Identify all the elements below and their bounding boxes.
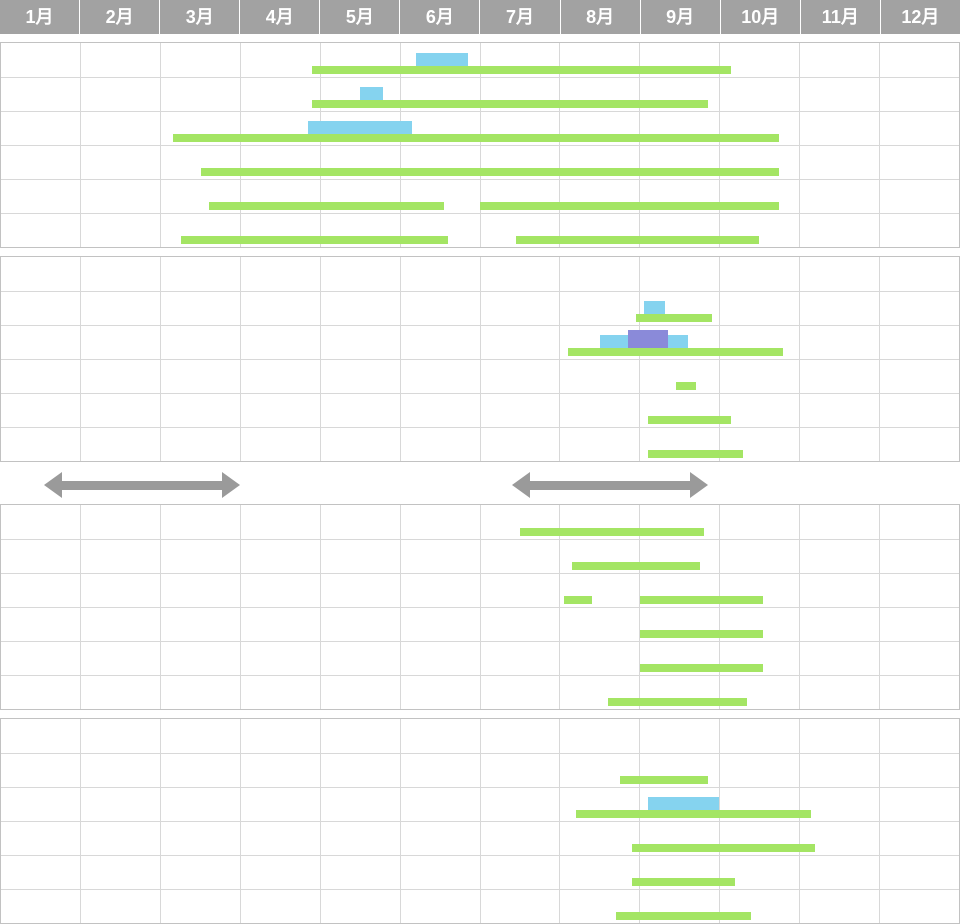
gantt-bar xyxy=(308,121,412,134)
gantt-bar xyxy=(201,168,780,176)
gantt-row xyxy=(1,719,959,753)
gantt-row xyxy=(1,573,959,607)
gantt-bar xyxy=(608,698,748,706)
gantt-row xyxy=(1,325,959,359)
gantt-row xyxy=(1,111,959,145)
gantt-row xyxy=(1,213,959,247)
gantt-bar xyxy=(181,236,448,244)
gantt-row xyxy=(1,359,959,393)
month-header-cell: 12月 xyxy=(881,0,960,34)
gantt-row xyxy=(1,821,959,855)
gantt-bar xyxy=(516,236,759,244)
gantt-row xyxy=(1,641,959,675)
gantt-section xyxy=(0,256,960,462)
arrow-row xyxy=(0,470,960,500)
gantt-section xyxy=(0,504,960,710)
gantt-bar xyxy=(648,416,732,424)
double-arrow xyxy=(44,472,240,498)
gantt-row xyxy=(1,77,959,111)
gantt-bar xyxy=(173,134,780,142)
gantt-bar xyxy=(312,100,707,108)
gantt-bar xyxy=(628,330,668,348)
month-header-cell: 10月 xyxy=(721,0,801,34)
month-header-cell: 1月 xyxy=(0,0,80,34)
gantt-row xyxy=(1,427,959,461)
gantt-row xyxy=(1,855,959,889)
gantt-bar xyxy=(360,87,382,100)
gantt-bar xyxy=(668,335,688,348)
month-header-cell: 8月 xyxy=(561,0,641,34)
gantt-bar xyxy=(600,335,628,348)
gantt-bar xyxy=(632,844,816,852)
gantt-row xyxy=(1,753,959,787)
gantt-section xyxy=(0,718,960,924)
gantt-row xyxy=(1,257,959,291)
gantt-bar xyxy=(648,450,744,458)
gantt-bar xyxy=(644,301,666,314)
month-header-cell: 7月 xyxy=(480,0,560,34)
gantt-row xyxy=(1,539,959,573)
gantt-bar xyxy=(636,314,712,322)
gantt-row xyxy=(1,43,959,77)
gantt-bar xyxy=(416,53,468,66)
gantt-bar xyxy=(480,202,779,210)
month-header-cell: 4月 xyxy=(240,0,320,34)
month-header-cell: 11月 xyxy=(801,0,881,34)
gantt-bar xyxy=(520,528,704,536)
gantt-chart: 1月2月3月4月5月6月7月8月9月10月11月12月 xyxy=(0,0,960,924)
gantt-bar xyxy=(209,202,445,210)
month-header: 1月2月3月4月5月6月7月8月9月10月11月12月 xyxy=(0,0,960,34)
month-header-cell: 5月 xyxy=(320,0,400,34)
gantt-row xyxy=(1,675,959,709)
month-header-cell: 2月 xyxy=(80,0,160,34)
gantt-bar xyxy=(568,348,784,356)
gantt-bar xyxy=(312,66,731,74)
gantt-bar xyxy=(640,596,764,604)
gantt-row xyxy=(1,291,959,325)
gantt-row xyxy=(1,505,959,539)
gantt-bar xyxy=(616,912,752,920)
gantt-bar xyxy=(648,797,720,810)
gantt-row xyxy=(1,607,959,641)
gantt-section xyxy=(0,42,960,248)
gantt-bar xyxy=(632,878,736,886)
gantt-bar xyxy=(676,382,696,390)
gantt-bar xyxy=(620,776,708,784)
double-arrow xyxy=(512,472,708,498)
gantt-bar xyxy=(640,664,764,672)
gantt-row xyxy=(1,889,959,923)
month-header-cell: 6月 xyxy=(400,0,480,34)
gantt-bar xyxy=(576,810,812,818)
gantt-bar xyxy=(564,596,592,604)
gantt-bar xyxy=(640,630,764,638)
month-header-cell: 3月 xyxy=(160,0,240,34)
gantt-row xyxy=(1,179,959,213)
gantt-row xyxy=(1,393,959,427)
gantt-row xyxy=(1,145,959,179)
gantt-row xyxy=(1,787,959,821)
month-header-cell: 9月 xyxy=(641,0,721,34)
gantt-bar xyxy=(572,562,700,570)
